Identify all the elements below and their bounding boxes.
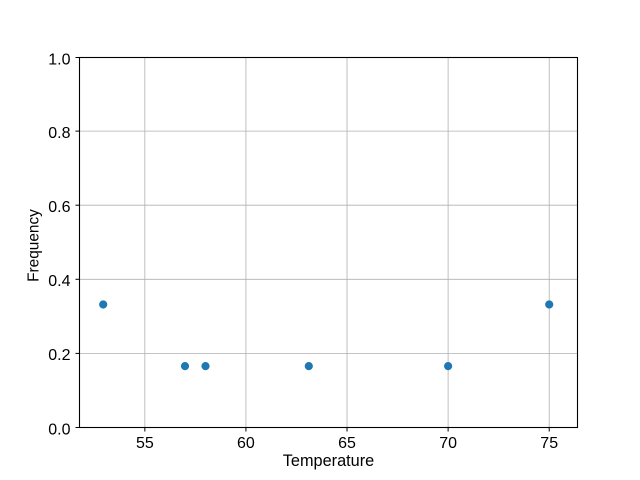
svg-text:70: 70	[439, 435, 457, 452]
svg-text:Temperature: Temperature	[283, 452, 374, 470]
svg-text:60: 60	[237, 435, 255, 452]
svg-text:1.0: 1.0	[48, 51, 70, 68]
svg-text:0.4: 0.4	[48, 273, 70, 290]
svg-text:55: 55	[136, 435, 154, 452]
svg-text:0.0: 0.0	[48, 421, 70, 438]
svg-text:0.8: 0.8	[48, 125, 70, 142]
svg-text:65: 65	[338, 435, 356, 452]
svg-text:Frequency: Frequency	[26, 209, 43, 282]
svg-text:75: 75	[540, 435, 558, 452]
svg-text:0.2: 0.2	[48, 347, 70, 364]
svg-text:0.6: 0.6	[48, 199, 70, 216]
